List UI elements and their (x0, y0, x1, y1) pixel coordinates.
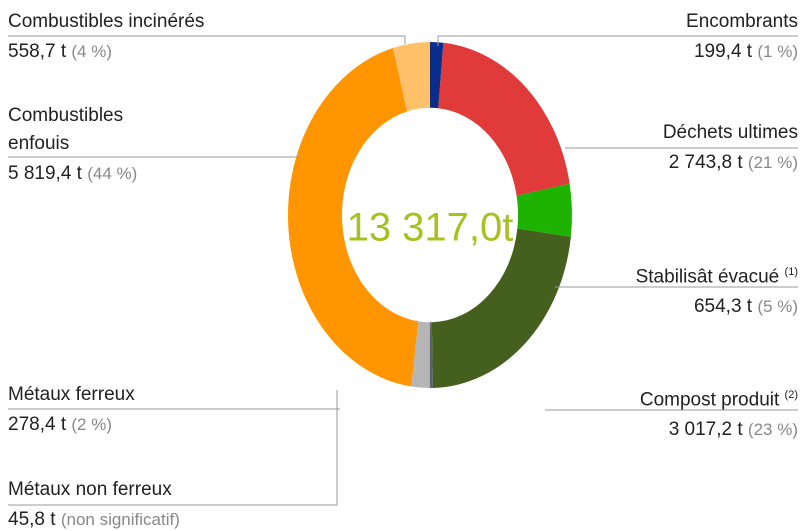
share-label: (44 %) (87, 164, 138, 183)
category-name: Compost produit (2) (498, 381, 798, 414)
category-label: Stabilisât évacué (635, 266, 780, 288)
value-line: 45,8 t (non significatif) (8, 506, 308, 531)
category-label: Déchets ultimes (662, 122, 798, 143)
value-label: 5 819,4 t (8, 163, 82, 184)
value-line: 278,4 t (2 %) (8, 411, 308, 439)
share-label: (1 %) (757, 42, 798, 61)
slice-label: Métaux ferreux 278,4 t (2 %) (8, 381, 308, 439)
category-label: Métaux ferreux (8, 384, 135, 405)
donut-slice (516, 183, 573, 237)
share-label: (non significatif) (60, 510, 180, 529)
slice-label: Combustibles incinérés 558,7 t (4 %) (8, 8, 308, 66)
category-name: Combustibles incinérés (8, 8, 308, 36)
donut-slice (438, 42, 570, 196)
slice-label: Encombrants 199,4 t (1 %) (498, 8, 798, 66)
value-label: 558,7 t (8, 41, 67, 62)
value-line: 2 743,8 t (21 %) (498, 149, 798, 177)
slice-label: Métaux non ferreux 45,8 t (non significat… (8, 476, 308, 531)
share-label: (23 %) (747, 420, 798, 440)
value-label: 3 017,2 t (668, 419, 743, 441)
value-label: 2 743,8 t (668, 152, 743, 173)
slice-label: Combustibles enfouis 5 819,4 t (44 %) (8, 102, 178, 188)
value-line: 558,7 t (4 %) (8, 38, 308, 66)
note: (2) (784, 389, 798, 401)
category-name: Métaux non ferreux (8, 476, 308, 504)
value-label: 45,8 t (8, 509, 56, 530)
value-line: 3 017,2 t (23 %) (498, 416, 798, 444)
category-name: Métaux ferreux (8, 381, 308, 409)
category-label: Combustibles incinérés (8, 11, 205, 32)
category-name: Déchets ultimes (498, 119, 798, 147)
total-label: 13 317,0t (347, 206, 514, 250)
note: (1) (784, 266, 798, 278)
share-label: (21 %) (747, 153, 798, 172)
value-label: 654,3 t (693, 296, 753, 318)
slice-label: Stabilisât évacué (1) 654,3 t (5 %) (498, 258, 798, 321)
donut-slice (431, 228, 571, 388)
category-label: Métaux non ferreux (8, 479, 172, 500)
donut-slice (393, 42, 430, 112)
category-label: Encombrants (686, 11, 798, 32)
category-label: Combustibles enfouis (8, 105, 124, 154)
leader-line (8, 390, 338, 506)
category-name: Combustibles enfouis (8, 102, 178, 158)
donut-slice (288, 47, 419, 387)
slice-label: Compost produit (2) 3 017,2 t (23 %) (498, 381, 798, 444)
category-label: Compost produit (639, 389, 780, 411)
share-label: (4 %) (71, 42, 113, 61)
value-line: 5 819,4 t (44 %) (8, 160, 178, 188)
value-label: 278,4 t (8, 414, 67, 435)
category-name: Encombrants (498, 8, 798, 36)
share-label: (5 %) (757, 297, 798, 317)
share-label: (2 %) (71, 415, 113, 434)
category-name: Stabilisât évacué (1) (498, 258, 798, 291)
donut-slice (411, 321, 430, 388)
value-line: 199,4 t (1 %) (498, 38, 798, 66)
donut-slice (429, 322, 433, 388)
value-label: 199,4 t (693, 41, 753, 62)
leader-line (8, 35, 406, 44)
leader-line (437, 35, 798, 46)
donut-slice (430, 42, 444, 109)
value-line: 654,3 t (5 %) (498, 293, 798, 321)
slice-label: Déchets ultimes 2 743,8 t (21 %) (498, 119, 798, 177)
